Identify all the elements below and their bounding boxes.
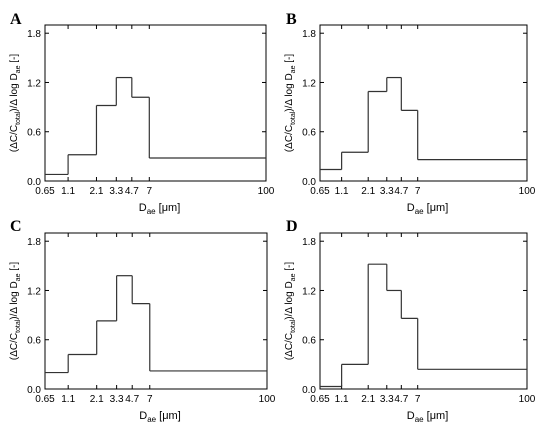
x-tick-label: 4.7 (125, 394, 139, 405)
y-tick-label: 1.8 (302, 29, 316, 40)
x-tick-label: 100 (519, 186, 536, 197)
y-axis-label: (ΔC/Ctotal)/Δ log Dae [-] (9, 262, 22, 361)
plot-frame (320, 233, 527, 389)
x-tick-label: 1.1 (61, 186, 75, 197)
x-tick-label: 3.3 (380, 394, 394, 405)
x-tick-label: 0.65 (35, 186, 55, 197)
y-tick-label: 1.2 (27, 286, 41, 297)
y-tick-label: 1.8 (27, 29, 41, 40)
x-tick-label: 2.1 (90, 186, 104, 197)
x-tick-label: 2.1 (361, 186, 375, 197)
x-tick-label: 0.65 (310, 186, 330, 197)
x-tick-label: 3.3 (380, 186, 394, 197)
y-tick-label: 1.2 (302, 78, 316, 89)
x-tick-label: 100 (519, 394, 536, 405)
plot-frame (45, 233, 267, 389)
panel-label: C (10, 218, 22, 235)
plot-frame (320, 25, 527, 181)
y-tick-label: 0.6 (27, 336, 41, 347)
x-tick-label: 0.65 (310, 394, 330, 405)
y-axis-label: (ΔC/Ctotal)/Δ log Dae [-] (284, 262, 297, 361)
x-tick-label: 1.1 (335, 394, 349, 405)
x-tick-label: 3.3 (109, 186, 123, 197)
panel-label: D (286, 218, 298, 235)
x-tick-label: 0.65 (35, 394, 55, 405)
y-tick-label: 1.2 (302, 286, 316, 297)
x-tick-label: 2.1 (90, 394, 104, 405)
y-tick-label: 1.2 (27, 78, 41, 89)
x-tick-label: 3.3 (110, 394, 124, 405)
y-tick-label: 1.8 (27, 237, 41, 248)
y-axis-label: (ΔC/Ctotal)/Δ log Dae [-] (284, 54, 297, 153)
x-tick-label: 7 (147, 394, 153, 405)
y-tick-label: 0.6 (27, 128, 41, 139)
y-tick-label: 1.8 (302, 237, 316, 248)
x-tick-label: 4.7 (394, 394, 408, 405)
y-tick-label: 0.6 (302, 128, 316, 139)
panel-label: B (286, 11, 297, 28)
x-tick-label: 1.1 (335, 186, 349, 197)
x-axis-label: Dae [μm] (139, 202, 181, 216)
panel-label: A (10, 11, 22, 28)
x-tick-label: 7 (415, 394, 421, 405)
x-tick-label: 1.1 (61, 394, 75, 405)
x-tick-label: 100 (259, 394, 276, 405)
x-tick-label: 7 (415, 186, 421, 197)
x-tick-label: 4.7 (394, 186, 408, 197)
x-tick-label: 100 (258, 186, 275, 197)
x-tick-label: 7 (147, 186, 153, 197)
x-axis-label: Dae [μm] (407, 410, 449, 424)
y-axis-label: (ΔC/Ctotal)/Δ log Dae [-] (9, 54, 22, 153)
x-tick-label: 4.7 (125, 186, 139, 197)
y-tick-label: 0.6 (302, 336, 316, 347)
x-axis-label: Dae [μm] (407, 202, 449, 216)
x-tick-label: 2.1 (361, 394, 375, 405)
x-axis-label: Dae [μm] (139, 410, 181, 424)
